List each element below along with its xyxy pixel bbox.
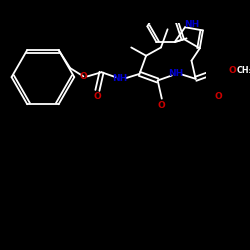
Text: O: O: [80, 72, 87, 81]
Text: O: O: [94, 92, 101, 102]
Text: O: O: [214, 92, 222, 102]
Text: NH: NH: [184, 20, 199, 29]
Text: NH: NH: [112, 74, 127, 83]
Text: CH₃: CH₃: [237, 66, 250, 75]
Text: O: O: [228, 66, 236, 75]
Text: O: O: [158, 101, 166, 110]
Text: NH: NH: [168, 70, 184, 78]
